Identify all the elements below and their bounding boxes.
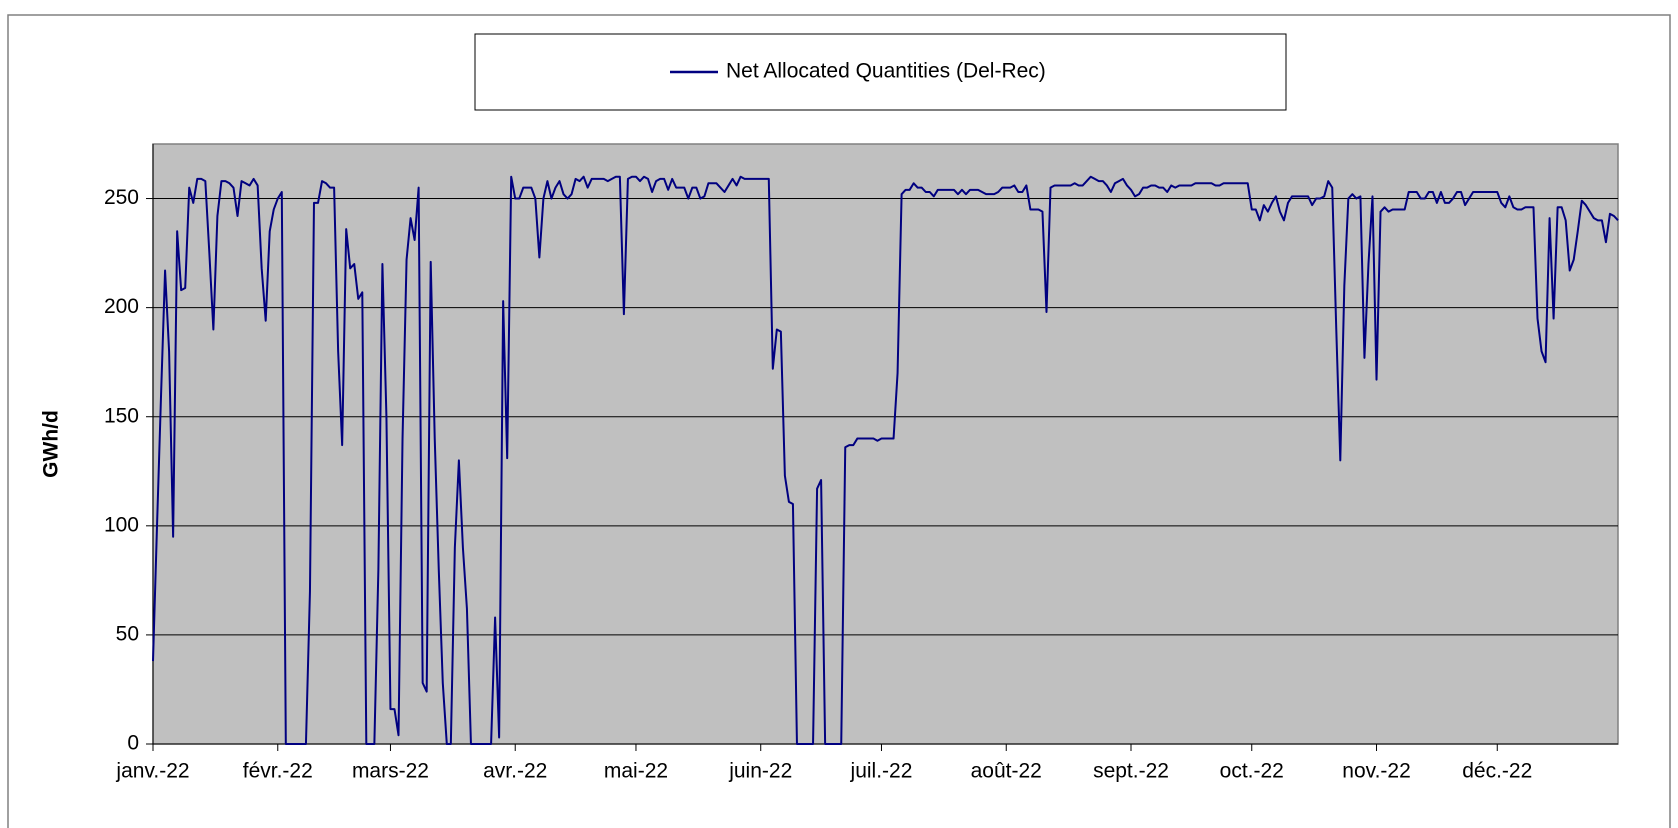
x-tick-label: oct.-22 <box>1220 760 1284 783</box>
y-axis-label: GWh/d <box>40 410 63 478</box>
legend-label: Net Allocated Quantities (Del-Rec) <box>726 60 1046 83</box>
x-tick-label: sept.-22 <box>1093 760 1169 783</box>
y-tick-label: 250 <box>104 186 139 209</box>
legend-box <box>474 33 1287 111</box>
y-tick-label: 50 <box>116 622 139 645</box>
x-tick-label: juil.-22 <box>850 760 913 783</box>
x-tick-label: mai-22 <box>604 760 668 783</box>
x-tick-label: avr.-22 <box>483 760 547 783</box>
y-tick-label: 150 <box>104 404 139 427</box>
y-tick-label: 100 <box>104 513 139 536</box>
x-tick-label: juin-22 <box>728 760 792 783</box>
y-tick-label: 200 <box>104 295 139 318</box>
series-line <box>152 175 1619 745</box>
x-tick-label: févr.-22 <box>243 760 313 783</box>
x-tick-label: août-22 <box>971 760 1042 783</box>
plot-area <box>152 143 1619 745</box>
y-tick-label: 0 <box>127 732 139 755</box>
x-tick-label: janv.-22 <box>115 760 189 783</box>
x-tick-label: nov.-22 <box>1342 760 1411 783</box>
x-tick-label: déc.-22 <box>1462 760 1532 783</box>
x-tick-label: mars-22 <box>352 760 429 783</box>
